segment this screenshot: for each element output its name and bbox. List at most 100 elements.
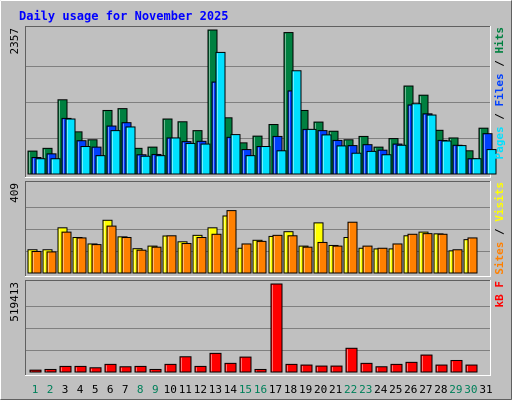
bar-pages-day-30 <box>471 158 482 175</box>
bar-fill <box>46 251 57 274</box>
bar-sites-day-26 <box>407 233 418 274</box>
bar-kb-f-day-29 <box>450 359 463 373</box>
bar-fill <box>426 114 437 175</box>
bar-fill <box>411 103 422 175</box>
bar-fill <box>230 134 241 175</box>
bar-pages-day-15 <box>245 155 256 175</box>
bar-sites-day-8 <box>136 249 147 274</box>
bar-kb-f-day-20 <box>315 365 328 373</box>
bar-fill <box>89 367 102 373</box>
bar-kb-f-day-8 <box>134 365 147 373</box>
bar-fill <box>465 364 478 373</box>
bar-sites-day-9 <box>151 246 162 274</box>
legend-separator: / <box>493 222 506 242</box>
bar-fill <box>332 245 343 274</box>
bar-fill <box>366 150 377 175</box>
bar-sites-day-20 <box>317 241 328 274</box>
bar-fill <box>61 231 72 274</box>
bar-kb-f-day-25 <box>390 363 403 373</box>
bar-fill <box>224 362 237 373</box>
bar-sites-day-11 <box>181 243 192 274</box>
x-tick-label: 11 <box>179 383 192 396</box>
y-axis-max-label: 409 <box>8 183 21 203</box>
x-tick-label: 9 <box>152 383 159 396</box>
x-tick-label: 6 <box>107 383 114 396</box>
bar-kb-f-day-12 <box>194 365 207 373</box>
bar-sites-day-10 <box>166 235 177 274</box>
bar-sites-day-28 <box>437 233 448 274</box>
bar-fill <box>239 356 252 373</box>
bar-fill <box>321 134 332 175</box>
bar-fill <box>196 236 207 274</box>
x-tick-label: 25 <box>389 383 402 396</box>
legend-panel-1: Pages / Files / Hits <box>493 27 506 160</box>
x-tick-label: 16 <box>254 383 267 396</box>
bar-pages-day-3 <box>65 118 76 175</box>
bar-fill <box>287 235 298 274</box>
bar-pages-day-17 <box>276 150 287 175</box>
bar-sites-day-13 <box>211 233 222 274</box>
bar-kb-f-day-5 <box>89 367 102 373</box>
bar-fill <box>95 155 106 175</box>
bar-pages-day-1 <box>35 158 46 175</box>
bar-fill <box>452 249 463 274</box>
bar-pages-day-14 <box>230 134 241 175</box>
legend-panel-2: Sites / Visits <box>493 182 506 275</box>
bar-kb-f-day-26 <box>405 361 418 373</box>
bar-fill <box>381 154 392 175</box>
bar-fill <box>330 365 343 373</box>
bar-fill <box>306 128 317 175</box>
bar-fill <box>241 243 252 274</box>
bar-fill <box>170 137 181 175</box>
bar-fill <box>420 354 433 373</box>
x-tick-label: 20 <box>314 383 327 396</box>
bar-fill <box>125 126 136 175</box>
bar-fill <box>276 150 287 175</box>
legend-entry-pages: Pages <box>493 126 506 159</box>
bar-pages-day-5 <box>95 155 106 175</box>
bar-fill <box>435 364 448 373</box>
bar-pages-day-27 <box>426 114 437 175</box>
x-tick-label: 24 <box>374 383 388 396</box>
bar-kb-f-day-11 <box>179 356 192 373</box>
bar-kb-f-day-22 <box>345 347 358 373</box>
bar-fill <box>302 246 313 274</box>
bar-fill <box>456 145 467 175</box>
x-tick-label: 27 <box>419 383 432 396</box>
bar-pages-day-11 <box>185 142 196 175</box>
bar-fill <box>345 347 358 373</box>
bar-fill <box>392 243 403 274</box>
bar-kb-f-day-30 <box>465 364 478 373</box>
x-tick-label: 13 <box>209 383 222 396</box>
bar-pages-day-22 <box>351 152 362 175</box>
bar-kb-f-day-13 <box>209 352 222 373</box>
bar-fill <box>185 142 196 175</box>
bar-fill <box>166 235 177 274</box>
bar-sites-day-21 <box>332 245 343 274</box>
bar-kb-f-day-2 <box>44 368 57 373</box>
bar-fill <box>300 364 313 373</box>
bar-fill <box>396 144 407 175</box>
bar-sites-day-4 <box>76 237 87 274</box>
bar-fill <box>390 363 403 373</box>
bar-sites-day-7 <box>121 236 132 274</box>
bar-pages-day-31 <box>486 149 497 175</box>
x-tick-label: 31 <box>479 383 492 396</box>
bar-fill <box>215 51 226 175</box>
bar-fill <box>254 368 267 373</box>
bar-fill <box>260 146 271 175</box>
bar-sites-day-14 <box>226 210 237 274</box>
bar-sites-day-2 <box>46 251 57 274</box>
legend-entry-kb-f: kB F <box>493 281 506 308</box>
x-tick-label: 15 <box>239 383 252 396</box>
x-tick-label: 14 <box>224 383 238 396</box>
bar-sites-day-16 <box>256 240 267 274</box>
bar-sites-day-1 <box>31 250 42 274</box>
bar-kb-f-day-14 <box>224 362 237 373</box>
bar-fill <box>336 145 347 175</box>
x-tick-label: 12 <box>194 383 207 396</box>
bar-pages-day-26 <box>411 103 422 175</box>
bar-fill <box>256 240 267 274</box>
